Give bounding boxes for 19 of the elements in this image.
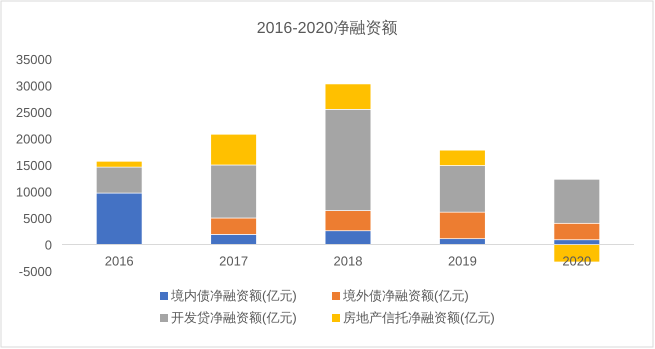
- y-tick-label: 10000: [16, 184, 52, 200]
- y-tick-label: 35000: [16, 52, 52, 67]
- y-tick-label: 15000: [16, 158, 52, 173]
- x-tick-label: 2020: [562, 254, 592, 268]
- y-tick-label: 5000: [23, 211, 52, 226]
- legend-label: 境外债净融资额(亿元): [342, 288, 469, 303]
- x-tick-label: 2016: [104, 254, 134, 268]
- legend-label: 房地产信托净融资额(亿元): [343, 310, 495, 325]
- legend-label: 开发贷净融资额(亿元): [171, 310, 297, 325]
- y-tick-label: 0: [44, 238, 52, 252]
- x-tick-label: 2017: [219, 254, 248, 268]
- x-tick-label: 2018: [334, 254, 362, 268]
- x-tick-label: 2019: [448, 254, 477, 268]
- legend-label: 境内债净融资额(亿元): [170, 288, 297, 303]
- y-tick-label: 30000: [16, 78, 52, 94]
- chart-title: 2016-2020净融资额: [256, 19, 398, 37]
- y-tick-label: 25000: [16, 105, 52, 120]
- y-tick-label: 20000: [16, 132, 52, 146]
- y-tick-label: -5000: [18, 264, 52, 279]
